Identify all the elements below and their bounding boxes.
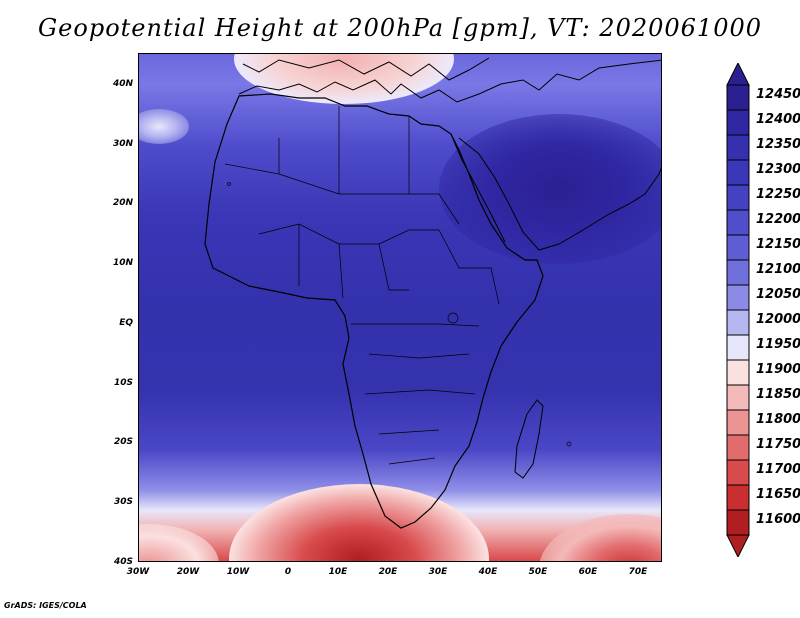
lon-label-0: 0 — [284, 567, 292, 577]
lon-label-10w: 10W — [226, 567, 250, 577]
high-height-arabia-blob — [439, 114, 661, 264]
colorbar-box — [726, 134, 750, 161]
colorbar-level-label: 11800 — [756, 412, 800, 427]
colorbar-box — [726, 234, 750, 261]
europe-coastline — [242, 57, 490, 81]
red-sea-coast — [450, 133, 506, 243]
lat-label-30n: 30N — [112, 139, 133, 149]
colorbar-level-label: 12350 — [756, 137, 800, 152]
lon-label-30w: 30W — [126, 567, 150, 577]
island-dot-1 — [566, 441, 572, 447]
madagascar-outline — [514, 399, 544, 479]
colorbar-level-label: 12400 — [756, 112, 800, 127]
colorbar-level-label: 12300 — [756, 162, 800, 177]
colorbar-box — [726, 409, 750, 436]
grads-credit: GrADS: IGES/COLA — [4, 601, 87, 610]
colorbar-level-label: 12450 — [756, 87, 800, 102]
africa-coastline — [204, 93, 544, 529]
lon-label-60e: 60E — [578, 567, 598, 577]
lon-label-10e: 10E — [328, 567, 348, 577]
colorbar-box — [726, 384, 750, 411]
lat-label-10n: 10N — [112, 258, 133, 268]
lat-label-30s: 30S — [113, 497, 133, 507]
colorbar-top-arrow — [726, 63, 750, 86]
colorbar-level-label: 11950 — [756, 337, 800, 352]
colorbar-bottom-arrow — [726, 534, 750, 557]
colorbar-box — [726, 284, 750, 311]
colorbar-box — [726, 259, 750, 286]
geopotential-map — [138, 53, 662, 562]
colorbar-level-label: 11900 — [756, 362, 800, 377]
colorbar-box — [726, 334, 750, 361]
colorbar-box — [726, 184, 750, 211]
lon-label-20w: 20W — [176, 567, 200, 577]
colorbar-box — [726, 209, 750, 236]
island-dot-2 — [227, 182, 231, 186]
colorbar-level-label: 12250 — [756, 187, 800, 202]
colorbar-level-label: 11600 — [756, 512, 800, 527]
lon-label-20e: 20E — [378, 567, 398, 577]
lon-label-40e: 40E — [478, 567, 498, 577]
arabia-coastline — [458, 137, 661, 251]
colorbar-box — [726, 359, 750, 386]
colorbar-boxes — [726, 84, 750, 536]
map-title: Geopotential Height at 200hPa [gpm], VT:… — [38, 14, 762, 42]
colorbar-level-label: 11700 — [756, 462, 800, 477]
colorbar-level-label: 11750 — [756, 437, 800, 452]
colorbar-level-label: 12200 — [756, 212, 800, 227]
lat-label-10s: 10S — [113, 378, 133, 388]
lat-label-eq: EQ — [119, 318, 133, 328]
colorbar-level-label: 12000 — [756, 312, 800, 327]
lon-label-50e: 50E — [528, 567, 548, 577]
colorbar-level-label: 12100 — [756, 262, 800, 277]
colorbar-box — [726, 434, 750, 461]
lat-label-40n: 40N — [112, 79, 133, 89]
lake-victoria — [447, 312, 459, 324]
colorbar-legend: 12450 12400 12350 12300 12250 12200 12150 12100… — [722, 63, 800, 557]
country-borders — [224, 106, 500, 465]
colorbar-level-label: 11650 — [756, 487, 800, 502]
colorbar-level-label: 12150 — [756, 237, 800, 252]
colorbar-box — [726, 159, 750, 186]
lat-label-20s: 20S — [113, 437, 133, 447]
mediterranean-coastline — [238, 59, 661, 103]
lon-label-30e: 30E — [428, 567, 448, 577]
colorbar-box — [726, 484, 750, 511]
colorbar-box — [726, 309, 750, 336]
lon-label-70e: 70E — [628, 567, 648, 577]
colorbar-level-label: 11850 — [756, 387, 800, 402]
colorbar-box — [726, 109, 750, 136]
colorbar-box — [726, 84, 750, 111]
colorbar-box — [726, 459, 750, 486]
light-patch-atlantic-blob — [139, 109, 189, 144]
colorbar-svg — [726, 63, 750, 557]
lat-label-40s: 40S — [113, 557, 133, 567]
colorbar-box — [726, 509, 750, 536]
coastline-svg — [204, 57, 661, 529]
colorbar-level-label: 12050 — [756, 287, 800, 302]
lat-label-20n: 20N — [112, 198, 133, 208]
